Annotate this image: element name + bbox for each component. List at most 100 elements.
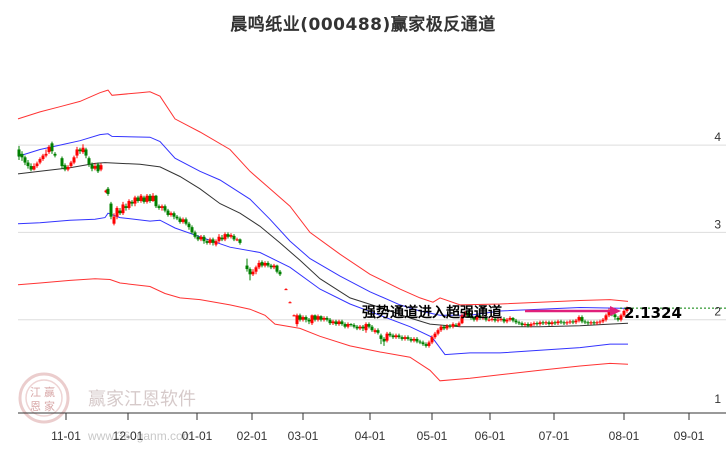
x-tick-label: 07-01 [539,429,570,443]
candle [47,146,51,153]
x-tick-label: 04-01 [355,429,386,443]
candle [424,344,428,346]
candle [400,337,404,339]
candle [604,315,608,320]
candle [130,201,134,204]
candle [532,323,536,325]
candle [63,165,67,170]
y-tick-label: 4 [714,130,721,144]
x-tick-label: 02-01 [237,429,268,443]
candle [295,315,299,325]
candle [178,218,182,222]
candle [469,316,473,318]
candle [284,289,288,291]
candle [622,310,626,316]
candle [589,322,593,324]
svg-text:江: 江 [30,386,41,399]
candle [580,317,584,322]
candle [248,269,252,275]
svg-text:赢: 赢 [44,385,55,399]
candle [220,237,224,240]
candle [481,317,485,319]
candle [196,236,200,240]
candle [69,162,73,167]
candle [214,241,218,245]
candle [442,326,446,329]
candle [376,330,380,333]
x-tick-label: 05-01 [417,429,448,443]
x-tick-label: 06-01 [475,429,506,443]
candle [433,333,437,338]
candle [139,195,143,201]
candle [562,322,566,324]
candle [211,239,215,243]
candle [272,265,276,268]
candle [187,223,191,228]
candle [391,335,395,338]
candle [520,323,524,325]
candle [127,200,131,208]
candle [35,163,39,167]
x-tick-label: 12-01 [113,429,144,443]
candle [346,324,350,327]
candle [313,315,317,320]
candle [613,314,617,318]
x-tick-label: 11-01 [51,429,81,443]
candle [484,317,488,320]
candle [26,162,30,167]
candle [81,147,85,153]
candle [379,335,383,339]
candle [382,338,386,342]
candle [184,219,188,224]
candle [529,324,533,326]
watermark-brand: 赢家江恩软件 [88,388,196,410]
mid-line-line [17,162,629,328]
candle [586,322,590,324]
candle [319,316,323,320]
grid-lines [18,144,726,321]
candle [490,318,494,320]
candle [99,165,103,170]
candle [370,326,374,331]
candle [418,341,422,343]
candle [538,322,542,325]
candle [460,315,464,324]
candle [118,210,122,214]
candle [199,236,203,240]
candle [325,317,329,320]
inner-upper-line [17,133,629,316]
x-tick-label: 09-01 [674,429,705,443]
candle [394,335,398,338]
candle [90,164,94,169]
candle [409,338,413,341]
candle [349,324,353,326]
candle [292,315,296,317]
candle [439,326,443,331]
candle [109,203,113,217]
candle [263,262,267,266]
candle [112,216,116,224]
candle [550,322,554,325]
candle [499,318,503,320]
candle [478,315,482,318]
candle [266,262,270,266]
candle [257,262,261,268]
candle [526,324,530,326]
candle [619,315,623,320]
candle [288,302,292,304]
x-tick-label: 03-01 [288,429,319,443]
candle [406,337,410,339]
candle [238,239,242,243]
candle [412,338,416,341]
candle [145,195,149,202]
candle [421,342,425,345]
candle [568,321,572,323]
candle [124,206,128,208]
candle [208,239,212,243]
arrow-icon [610,306,621,316]
candle [23,157,27,163]
candle [361,326,365,329]
candle [355,326,359,329]
candle [493,318,497,321]
candle [337,321,341,325]
